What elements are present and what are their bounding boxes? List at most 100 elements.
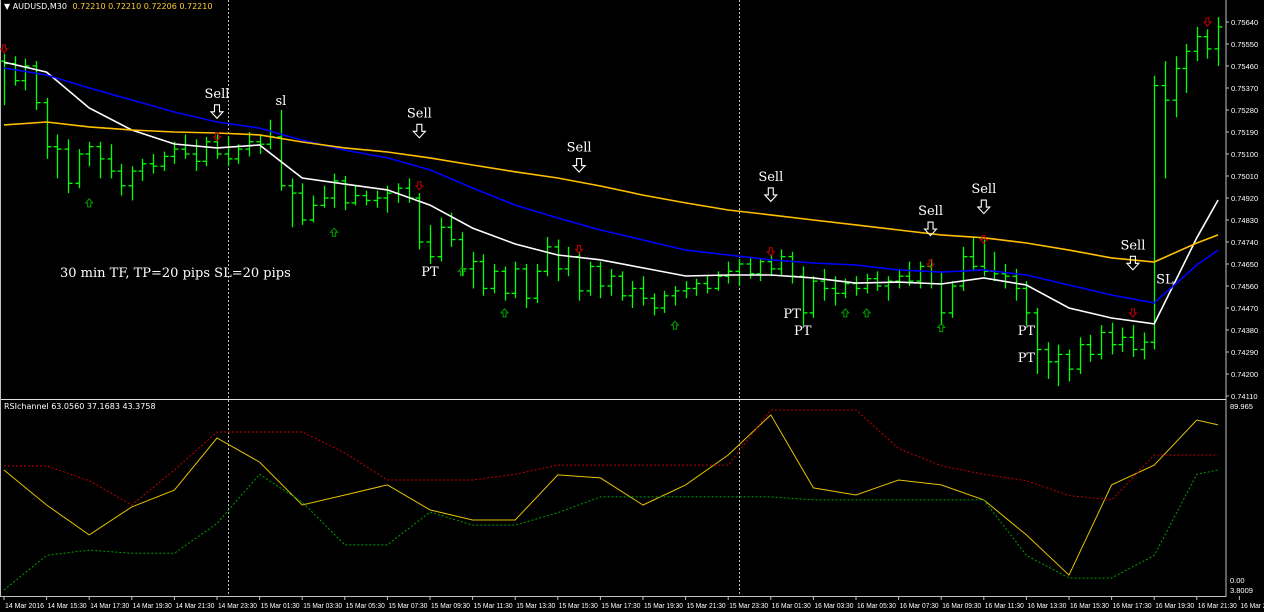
ohlc-bar <box>671 286 680 306</box>
sell-signal-arrow-icon <box>979 235 989 245</box>
sell-signal-arrow-icon <box>1128 308 1138 318</box>
sell-arrow-icon <box>412 123 427 139</box>
time-tick-label: 15 Mar 09:30 <box>431 601 470 610</box>
annotation-pt: PT <box>1018 324 1036 339</box>
time-tick-label: 16 Mar 01:30 <box>772 601 811 610</box>
ma-mid-line <box>3 67 1219 304</box>
ohlc-bar <box>437 217 446 262</box>
ohlc-bar <box>522 264 531 308</box>
ma-slow-line <box>3 121 1219 263</box>
annotation-sl: SL <box>1156 273 1174 288</box>
ohlc-bar <box>735 259 744 286</box>
ohlc-bar <box>341 176 350 211</box>
ohlc-readout: 0.72210 0.72210 0.72206 0.72210 <box>72 2 213 11</box>
ohlc-bar <box>213 134 222 159</box>
ohlc-bar <box>969 237 978 272</box>
ohlc-bar <box>820 268 829 301</box>
time-tick-label: 16 Mar 15:30 <box>1070 601 1109 610</box>
time-tick-label: 16 Mar 05:30 <box>857 601 896 610</box>
buy-signal-arrow-icon <box>329 227 339 237</box>
time-tick-label: 16 Mar 03:30 <box>814 601 853 610</box>
ohlc-bar <box>277 110 286 191</box>
ohlc-bar <box>362 190 371 206</box>
ohlc-bar <box>288 178 297 228</box>
ohlc-bar <box>309 195 318 223</box>
ohlc-bar <box>788 251 797 284</box>
ohlc-bar <box>1214 17 1223 66</box>
ohlc-bar <box>639 276 648 306</box>
ohlc-bar <box>43 97 52 159</box>
time-tick-label: 16 Mar 13:30 <box>1027 601 1066 610</box>
ohlc-bar <box>948 281 957 318</box>
ohlc-bar <box>128 166 137 201</box>
ohlc-bar <box>330 173 339 208</box>
ohlc-bar <box>543 237 552 277</box>
buy-signal-arrow-icon <box>457 266 467 276</box>
ohlc-bar <box>884 276 893 301</box>
ohlc-bar <box>234 144 243 164</box>
ohlc-bar <box>426 224 435 264</box>
ohlc-bar <box>724 261 733 284</box>
sell-signal-arrow-icon <box>1202 17 1213 27</box>
sell-signal-arrow-icon <box>925 259 936 269</box>
ohlc-bar <box>117 163 126 196</box>
ohlc-bar <box>650 293 659 316</box>
ohlc-bar <box>351 185 360 206</box>
price-tick-label: 0.75100 <box>1231 150 1258 159</box>
ohlc-bar <box>447 212 456 247</box>
price-tick-label: 0.74380 <box>1231 326 1258 335</box>
time-tick-label: 15 Mar 11:30 <box>474 601 513 610</box>
time-tick-label: 16 Mar 11:30 <box>985 601 1024 610</box>
ohlc-bar <box>618 271 627 301</box>
annotation-sell: Sell <box>918 204 943 219</box>
sell-arrow-icon <box>1125 255 1141 271</box>
ohlc-bar <box>1182 44 1191 93</box>
annotation-sl: sl <box>275 94 286 109</box>
sell-signal-arrow-icon <box>212 132 222 142</box>
time-tick-label: 16 Mar 21:30 <box>1198 601 1237 610</box>
ohlc-bar <box>756 259 765 282</box>
annotation-pt: PT <box>421 265 439 280</box>
buy-signal-arrow-icon <box>670 320 680 330</box>
time-tick-label: 14 Mar 17:30 <box>90 601 129 610</box>
price-tick-label: 0.75640 <box>1231 18 1258 27</box>
ohlc-bar <box>1086 334 1095 362</box>
buy-signal-arrow-icon <box>84 198 94 208</box>
ohlc-bar <box>320 185 329 208</box>
price-tick-label: 0.74110 <box>1231 392 1258 401</box>
price-tick-label: 0.74650 <box>1231 260 1258 269</box>
sell-arrow-icon <box>763 187 779 203</box>
price-tick-label: 0.74920 <box>1231 194 1258 203</box>
ohlc-bar <box>990 251 999 282</box>
ohlc-bar <box>96 141 105 179</box>
ohlc-bar <box>1022 281 1031 326</box>
ohlc-bar <box>873 271 882 291</box>
ohlc-bar <box>959 246 968 291</box>
ohlc-bar <box>511 261 520 299</box>
ohlc-bar <box>149 154 158 174</box>
annotation-sell: Sell <box>971 182 996 197</box>
ma-fast-line <box>3 61 1219 325</box>
ohlc-bar <box>202 136 211 167</box>
ohlc-bar <box>628 281 637 308</box>
buy-signal-arrow-icon <box>840 308 850 318</box>
time-tick-label: 16 Mar 17:30 <box>1113 601 1152 610</box>
ohlc-bar <box>415 193 424 250</box>
annotation-pt: PT <box>794 324 812 339</box>
ohlc-bar <box>895 268 904 289</box>
ohlc-bar <box>53 134 62 179</box>
ohlc-bar <box>937 271 946 326</box>
time-tick-label: 14 Mar 19:30 <box>133 601 172 610</box>
time-tick-label: 15 Mar 17:30 <box>601 601 640 610</box>
ohlc-bar <box>1076 337 1085 374</box>
time-tick-label: 14 Mar 21:30 <box>175 601 214 610</box>
chart-header: ▼ AUDUSD,M30 0.72210 0.72210 0.72206 0.7… <box>4 2 212 11</box>
ohlc-bar <box>777 249 786 277</box>
collapse-triangle-icon[interactable]: ▼ <box>4 2 11 11</box>
price-tick-label: 0.75370 <box>1231 84 1258 93</box>
ohlc-bar <box>21 58 30 91</box>
ohlc-bar <box>564 246 573 277</box>
ohlc-bar <box>107 144 116 179</box>
symbol-label: AUDUSD,M30 <box>12 2 67 11</box>
